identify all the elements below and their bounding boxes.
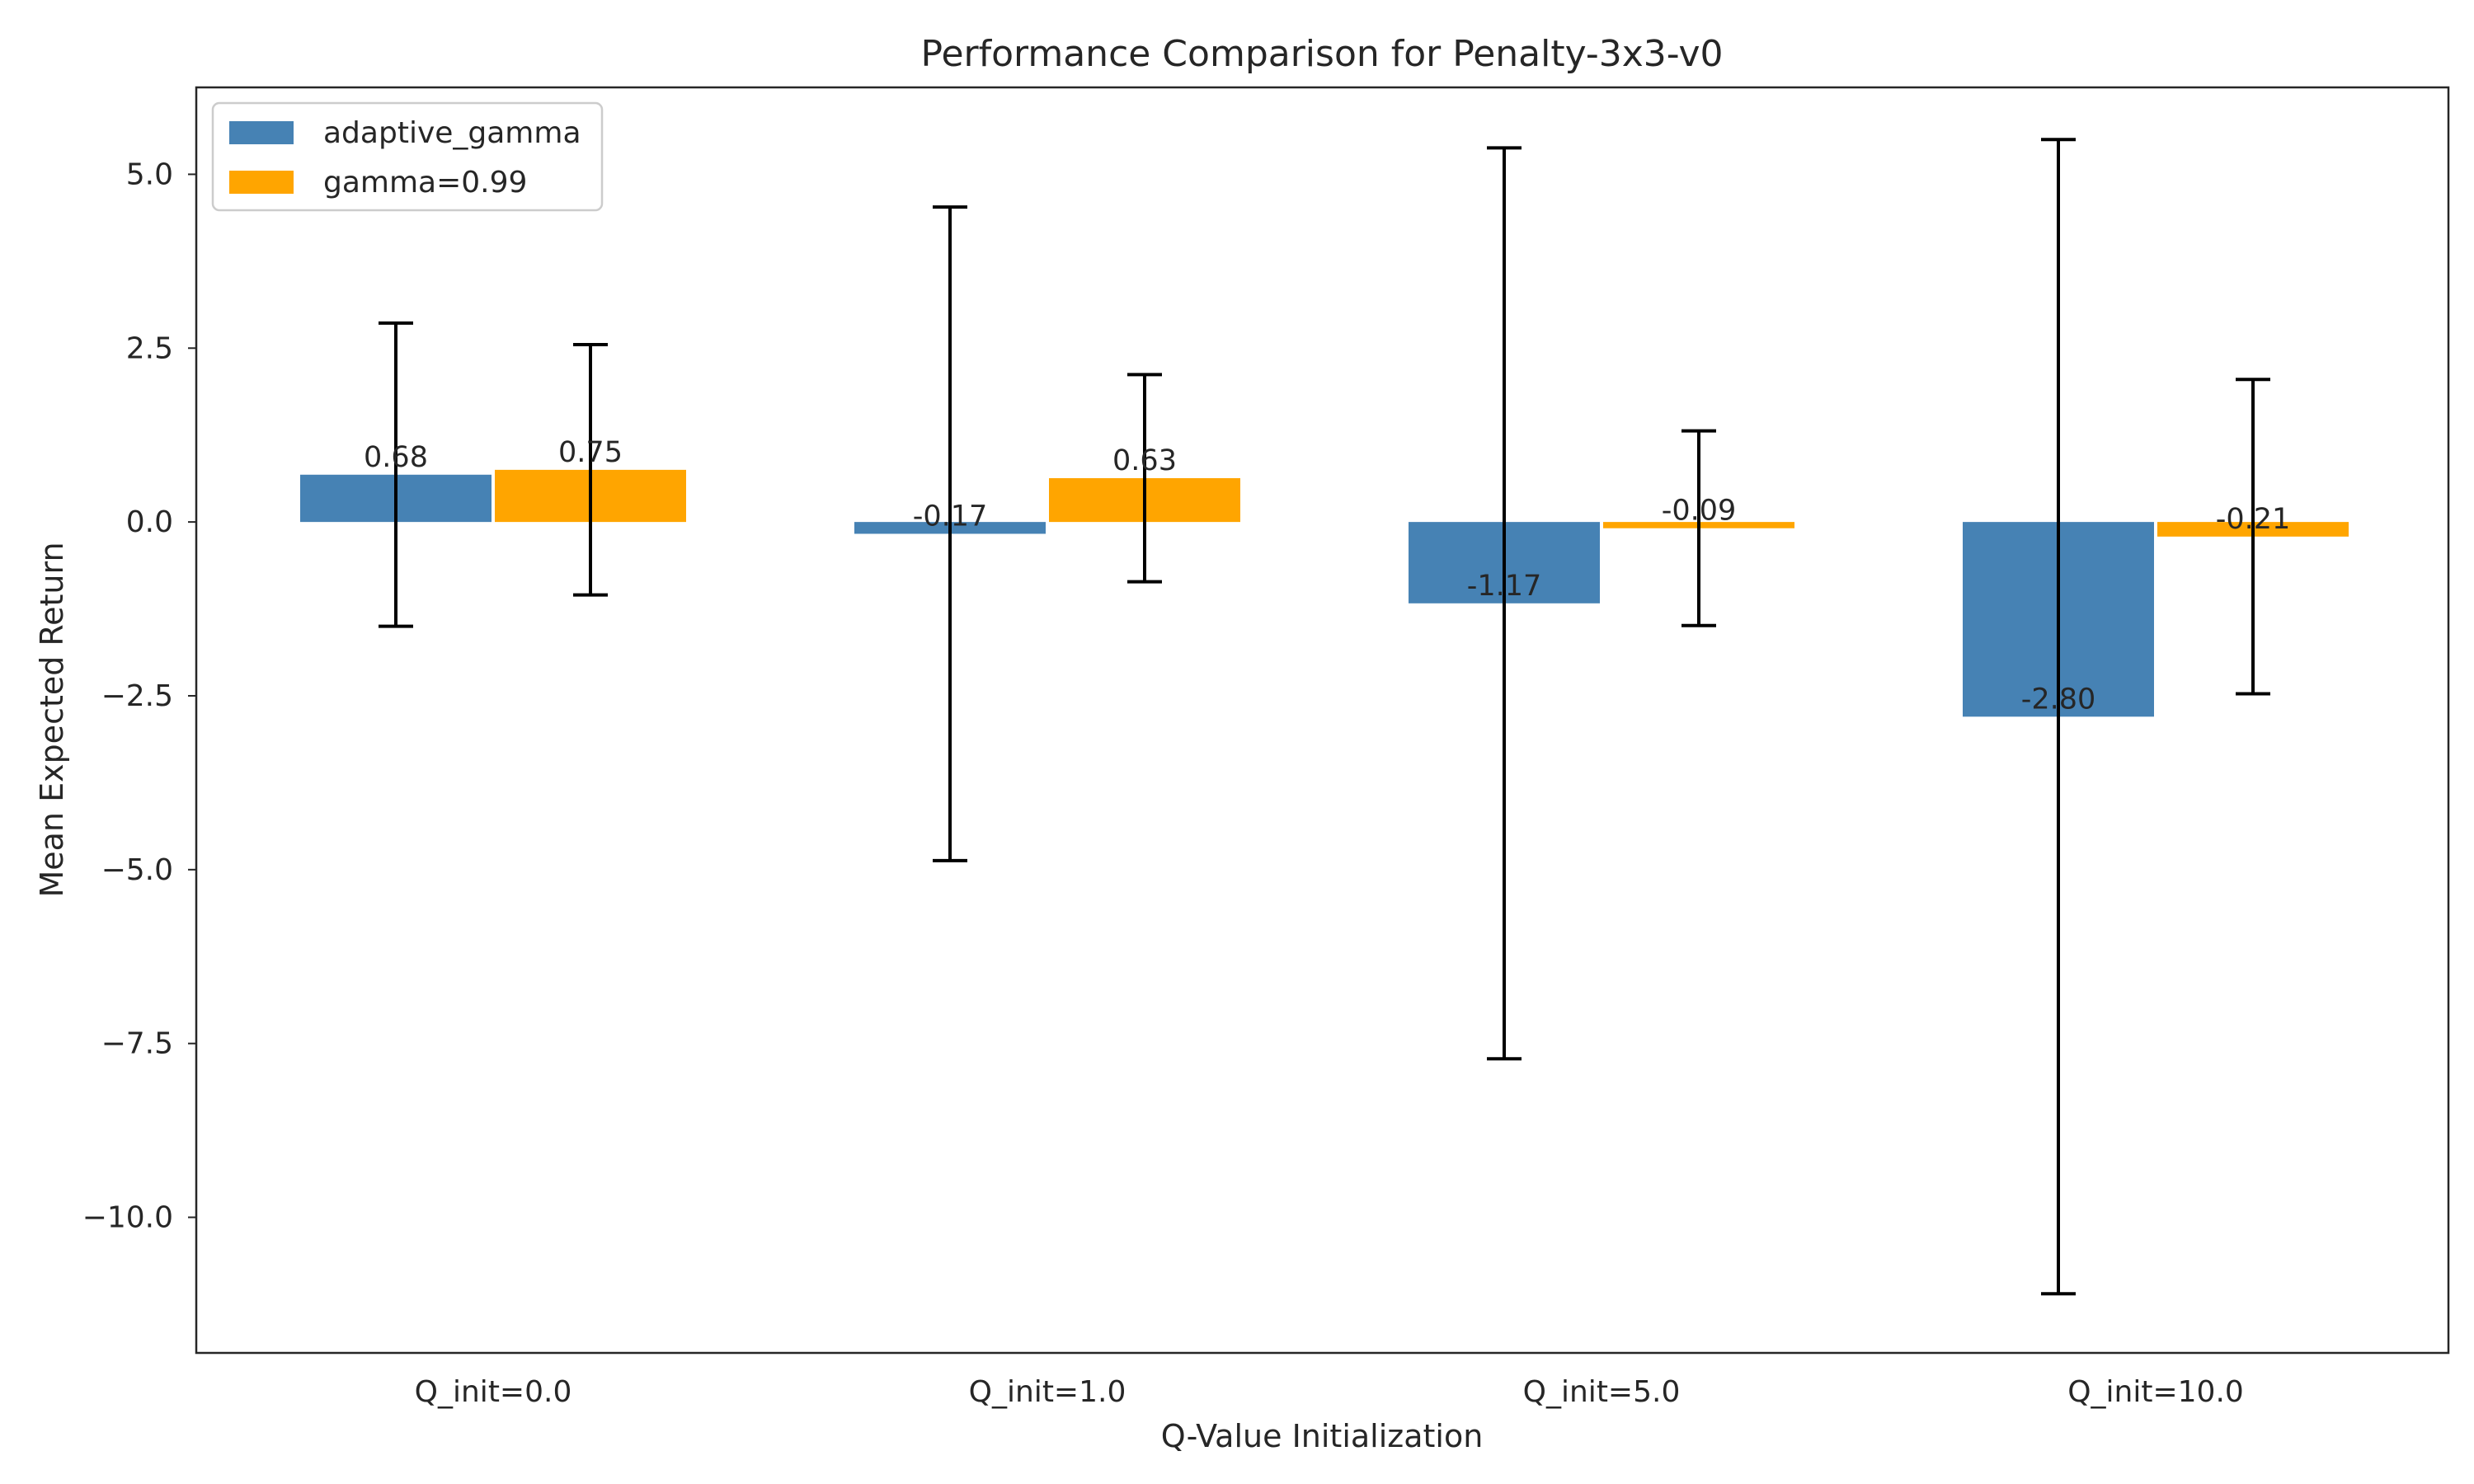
data-label-gamma-0-99-3: -0.21 [2216,503,2291,536]
data-label-gamma-0-99-2: -0.09 [1662,495,1737,528]
x-axis-ticks: Q_init=0.0 Q_init=1.0 Q_init=5.0 Q_init=10.… [415,1375,2244,1409]
data-label-adaptive-gamma-0: 0.68 [364,441,428,474]
data-label-adaptive-gamma-2: -1.17 [1467,570,1542,603]
legend-swatch-0 [229,121,294,144]
error-bar-gamma-0-99-3 [2236,378,2270,696]
error-bar-adaptive-gamma-0 [379,321,413,628]
legend-label-0: adaptive_gamma [323,116,581,150]
y-tick-label: −5.0 [101,853,173,887]
data-label-gamma-0-99-0: 0.75 [558,436,623,469]
y-tick-label: 5.0 [126,157,173,191]
legend-box [211,101,604,212]
x-tick-label: Q_init=10.0 [2067,1375,2244,1409]
error-bar-adaptive-gamma-3 [2041,138,2076,1296]
x-tick-label: Q_init=5.0 [1523,1375,1681,1409]
data-labels-layer: 0.68 -0.17 -1.17 -2.80 0.75 0.63 -0.09 -0.21 [364,436,2290,716]
legend-swatch-1 [229,171,294,194]
error-bars-layer [379,138,2270,1296]
data-label-adaptive-gamma-3: -2.80 [2021,683,2096,716]
chart-title: Performance Comparison for Penalty-3x3-v… [921,33,1724,75]
error-bar-gamma-0-99-1 [1127,373,1162,584]
y-tick-label: −7.5 [101,1027,173,1061]
error-bar-adaptive-gamma-1 [933,205,967,862]
data-label-adaptive-gamma-1: -0.17 [913,500,988,533]
legend: adaptive_gamma gamma=0.99 [211,101,604,212]
y-tick-label: −2.5 [101,679,173,713]
y-tick-label: 2.5 [126,331,173,365]
y-tick-label: 0.0 [126,505,173,539]
x-tick-label: Q_init=1.0 [969,1375,1126,1409]
x-tick-label: Q_init=0.0 [415,1375,572,1409]
plot-area-frame [195,86,2450,1355]
y-tick-label: −10.0 [82,1201,173,1235]
y-axis-label: Mean Expected Return [34,542,70,897]
y-axis-ticks: 5.0 2.5 0.0 −2.5 −5.0 −7.5 −10.0 [82,157,196,1235]
data-label-gamma-0-99-1: 0.63 [1112,444,1177,477]
error-bar-gamma-0-99-2 [1681,429,1716,627]
error-bar-gamma-0-99-0 [573,343,608,597]
legend-label-1: gamma=0.99 [323,166,527,200]
x-axis-label: Q-Value Initialization [1161,1418,1484,1454]
error-bar-adaptive-gamma-2 [1487,146,1522,1061]
